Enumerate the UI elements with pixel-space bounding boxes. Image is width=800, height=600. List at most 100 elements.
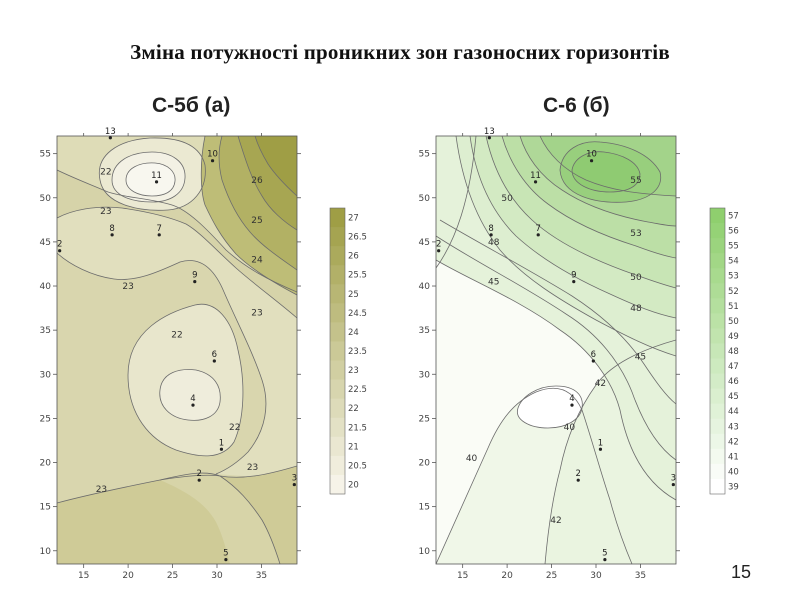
well-point	[589, 159, 594, 163]
well-point	[224, 557, 228, 562]
y-tick-label: 25	[40, 414, 51, 424]
colorbar-frame	[709, 207, 726, 495]
well-point	[671, 482, 675, 487]
x-tick-label: 15	[457, 571, 468, 581]
well-point	[292, 482, 296, 487]
x-tick-label: 20	[122, 571, 134, 581]
contour-label: 42	[595, 379, 606, 389]
y-tick-label: 50	[419, 194, 431, 204]
well-point	[210, 159, 215, 163]
x-tick-label: 25	[167, 571, 178, 581]
well-label: 5	[602, 549, 607, 559]
y-tick-label: 55	[419, 150, 430, 160]
well-point	[219, 447, 224, 451]
colorbar-swatch	[710, 388, 725, 405]
well-label: 3	[292, 474, 297, 484]
well-label: 9	[192, 271, 197, 281]
well-label: 4	[190, 394, 195, 404]
colorbar-swatch	[330, 474, 345, 495]
y-tick-label: 35	[419, 326, 430, 336]
colorbar-swatch	[710, 283, 725, 299]
well-label: 7	[157, 224, 162, 234]
contour-label: 50	[501, 194, 513, 204]
well-label: 8	[109, 224, 114, 234]
well-point	[487, 136, 491, 140]
y-tick-label: 45	[40, 238, 51, 248]
y-tick-label: 40	[40, 282, 52, 292]
y-tick-label: 35	[40, 326, 51, 336]
contour-label: 26	[251, 176, 263, 186]
contour-label: 23	[247, 463, 258, 473]
colorbar-swatch	[710, 313, 725, 329]
contour-label: 50	[630, 273, 642, 283]
well-point	[533, 180, 538, 184]
well-label: 6	[591, 350, 596, 360]
colorbar-swatch	[330, 303, 345, 323]
colorbar-swatch	[330, 436, 345, 457]
x-tick-label: 25	[546, 571, 557, 581]
contour-label: 40	[466, 454, 478, 464]
well-label: 8	[488, 224, 493, 234]
well-point	[576, 478, 580, 482]
well-label: 10	[586, 150, 597, 160]
contour-label: 23	[251, 308, 262, 318]
contour-label: 24	[251, 256, 263, 266]
colorbar-swatch	[710, 268, 725, 284]
x-tick-label: 35	[635, 571, 646, 581]
colorbar-swatch	[330, 398, 345, 419]
colorbar-label: 24	[348, 328, 359, 338]
contour-label: 22	[171, 331, 182, 341]
well-point	[572, 280, 576, 284]
well-point	[591, 359, 595, 363]
colorbar-swatch	[710, 253, 725, 269]
colorbar-label: 54	[728, 257, 739, 267]
colorbar-label: 57	[728, 212, 739, 222]
contour-label: 45	[488, 278, 499, 288]
contour-label: 55	[630, 176, 641, 186]
y-tick-label: 50	[40, 194, 52, 204]
y-tick-label: 30	[40, 370, 52, 380]
colorbar-label: 21.5	[348, 423, 367, 433]
y-tick-label: 45	[419, 238, 430, 248]
well-label: 10	[207, 150, 218, 160]
well-label: 2	[436, 240, 441, 250]
panel-title-a: С-5б (а)	[152, 94, 231, 117]
colorbar-label: 52	[728, 287, 739, 297]
well-point	[212, 359, 216, 363]
colorbar-frame	[329, 207, 346, 495]
colorbar-label: 26	[348, 252, 359, 262]
colorbar-swatch	[330, 208, 345, 228]
contour-label: 40	[564, 423, 576, 433]
contour-label: 22	[229, 423, 240, 433]
colorbar-swatch	[710, 418, 725, 435]
colorbar-swatch	[710, 478, 725, 495]
y-tick-label: 10	[40, 547, 52, 557]
y-tick-label: 20	[419, 459, 431, 469]
colorbar-label: 22	[348, 404, 359, 414]
y-tick-label: 10	[419, 547, 431, 557]
well-label: 2	[197, 469, 202, 479]
colorbar-label: 23.5	[348, 347, 367, 357]
y-tick-label: 15	[40, 503, 51, 513]
x-tick-label: 30	[590, 571, 602, 581]
well-label: 5	[223, 549, 228, 559]
colorbar-label: 20.5	[348, 461, 367, 471]
colorbar-label: 26.5	[348, 233, 367, 243]
colorbar-label: 46	[728, 377, 739, 387]
well-point	[197, 478, 201, 482]
colorbar-swatch	[330, 284, 345, 304]
colorbar-swatch	[330, 246, 345, 266]
y-tick-label: 40	[419, 282, 431, 292]
colorbar-label: 40	[728, 467, 739, 477]
contour-label: 48	[488, 238, 500, 248]
y-tick-label: 55	[40, 150, 51, 160]
colorbar-label: 50	[728, 317, 739, 327]
colorbar-swatch	[330, 341, 345, 362]
well-point	[157, 233, 161, 237]
well-label: 11	[530, 171, 541, 181]
contour-label: 22	[100, 167, 111, 177]
colorbar-label: 23	[348, 366, 359, 376]
page-title: Зміна потужності проникних зон газоносни…	[130, 40, 670, 64]
